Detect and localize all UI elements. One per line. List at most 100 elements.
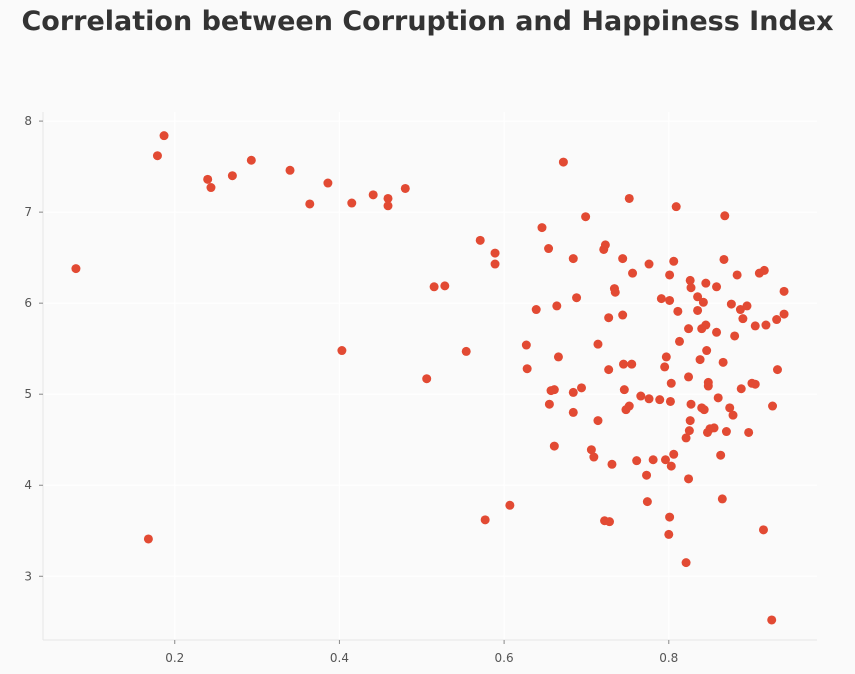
data-point <box>589 452 599 462</box>
data-point <box>400 183 410 193</box>
data-point <box>750 321 760 331</box>
data-point <box>480 515 490 525</box>
data-point <box>422 374 432 384</box>
data-point <box>383 201 393 211</box>
data-point <box>604 313 614 323</box>
data-point <box>558 157 568 167</box>
data-point <box>684 426 694 436</box>
data-point <box>712 282 722 292</box>
data-point <box>721 427 731 437</box>
data-point <box>544 399 554 409</box>
data-point <box>665 270 675 280</box>
data-point <box>549 441 559 451</box>
data-point <box>779 286 789 296</box>
y-tick-label: 6 <box>24 296 32 310</box>
data-point <box>671 202 681 212</box>
data-point <box>203 174 213 184</box>
data-point <box>738 314 748 324</box>
data-point <box>703 381 713 391</box>
data-point <box>681 433 691 443</box>
data-point <box>246 155 256 165</box>
data-point <box>636 391 646 401</box>
data-point <box>475 235 485 245</box>
data-point <box>227 171 237 181</box>
data-point <box>581 212 591 222</box>
data-point <box>684 474 694 484</box>
data-point <box>537 223 547 233</box>
data-point <box>712 327 722 337</box>
data-point <box>772 315 782 325</box>
data-points <box>71 131 789 625</box>
data-point <box>693 305 703 315</box>
data-point <box>684 324 694 334</box>
data-point <box>726 299 736 309</box>
data-point <box>686 399 696 409</box>
data-point <box>549 385 559 395</box>
data-point <box>642 470 652 480</box>
data-point <box>285 165 295 175</box>
data-point <box>736 384 746 394</box>
data-point <box>695 355 705 365</box>
data-point <box>699 405 709 415</box>
data-point <box>610 287 620 297</box>
data-point <box>644 394 654 404</box>
data-point <box>709 423 719 433</box>
data-point <box>572 293 582 303</box>
data-point <box>604 365 614 375</box>
data-point <box>656 294 666 304</box>
data-point <box>669 256 679 266</box>
data-point <box>660 362 670 372</box>
data-point <box>686 283 696 293</box>
x-tick-label: 0.8 <box>659 651 678 665</box>
y-tick-label: 7 <box>24 205 32 219</box>
data-point <box>71 264 81 274</box>
data-point <box>627 359 637 369</box>
data-point <box>725 403 735 413</box>
chart-title: Correlation between Corruption and Happi… <box>21 6 834 37</box>
data-point <box>521 340 531 350</box>
data-point <box>720 211 730 221</box>
data-point <box>730 331 740 341</box>
data-point <box>305 199 315 209</box>
data-point <box>152 151 162 161</box>
data-point <box>642 497 652 507</box>
data-point <box>323 178 333 188</box>
data-point <box>568 387 578 397</box>
data-point <box>735 305 745 315</box>
data-point <box>716 450 726 460</box>
data-point <box>693 292 703 302</box>
data-point <box>568 254 578 264</box>
data-point <box>655 395 665 405</box>
data-point <box>593 339 603 349</box>
data-point <box>744 427 754 437</box>
data-point <box>577 383 587 393</box>
data-point <box>719 254 729 264</box>
data-point <box>522 364 532 374</box>
data-point <box>779 309 789 319</box>
data-point <box>728 410 738 420</box>
data-point <box>368 190 378 200</box>
data-point <box>440 281 450 291</box>
data-point <box>568 407 578 417</box>
data-point <box>674 336 684 346</box>
data-point <box>619 359 628 369</box>
data-point <box>143 534 153 544</box>
data-point <box>669 449 679 459</box>
data-point <box>768 401 778 411</box>
data-point <box>761 320 771 330</box>
data-point <box>758 525 768 535</box>
data-point <box>732 270 742 280</box>
data-point <box>552 301 562 311</box>
data-point <box>619 385 629 395</box>
data-point <box>490 259 500 269</box>
x-tick-label: 0.4 <box>330 651 349 665</box>
data-point <box>702 346 712 356</box>
data-point <box>159 131 169 141</box>
data-point <box>750 379 760 389</box>
data-point <box>632 456 642 466</box>
y-tick-label: 5 <box>24 387 32 401</box>
grid <box>43 112 817 640</box>
data-point <box>713 393 723 403</box>
tick-labels: 0.2 0.4 0.6 0.8 3 4 5 6 7 8 <box>24 114 678 665</box>
